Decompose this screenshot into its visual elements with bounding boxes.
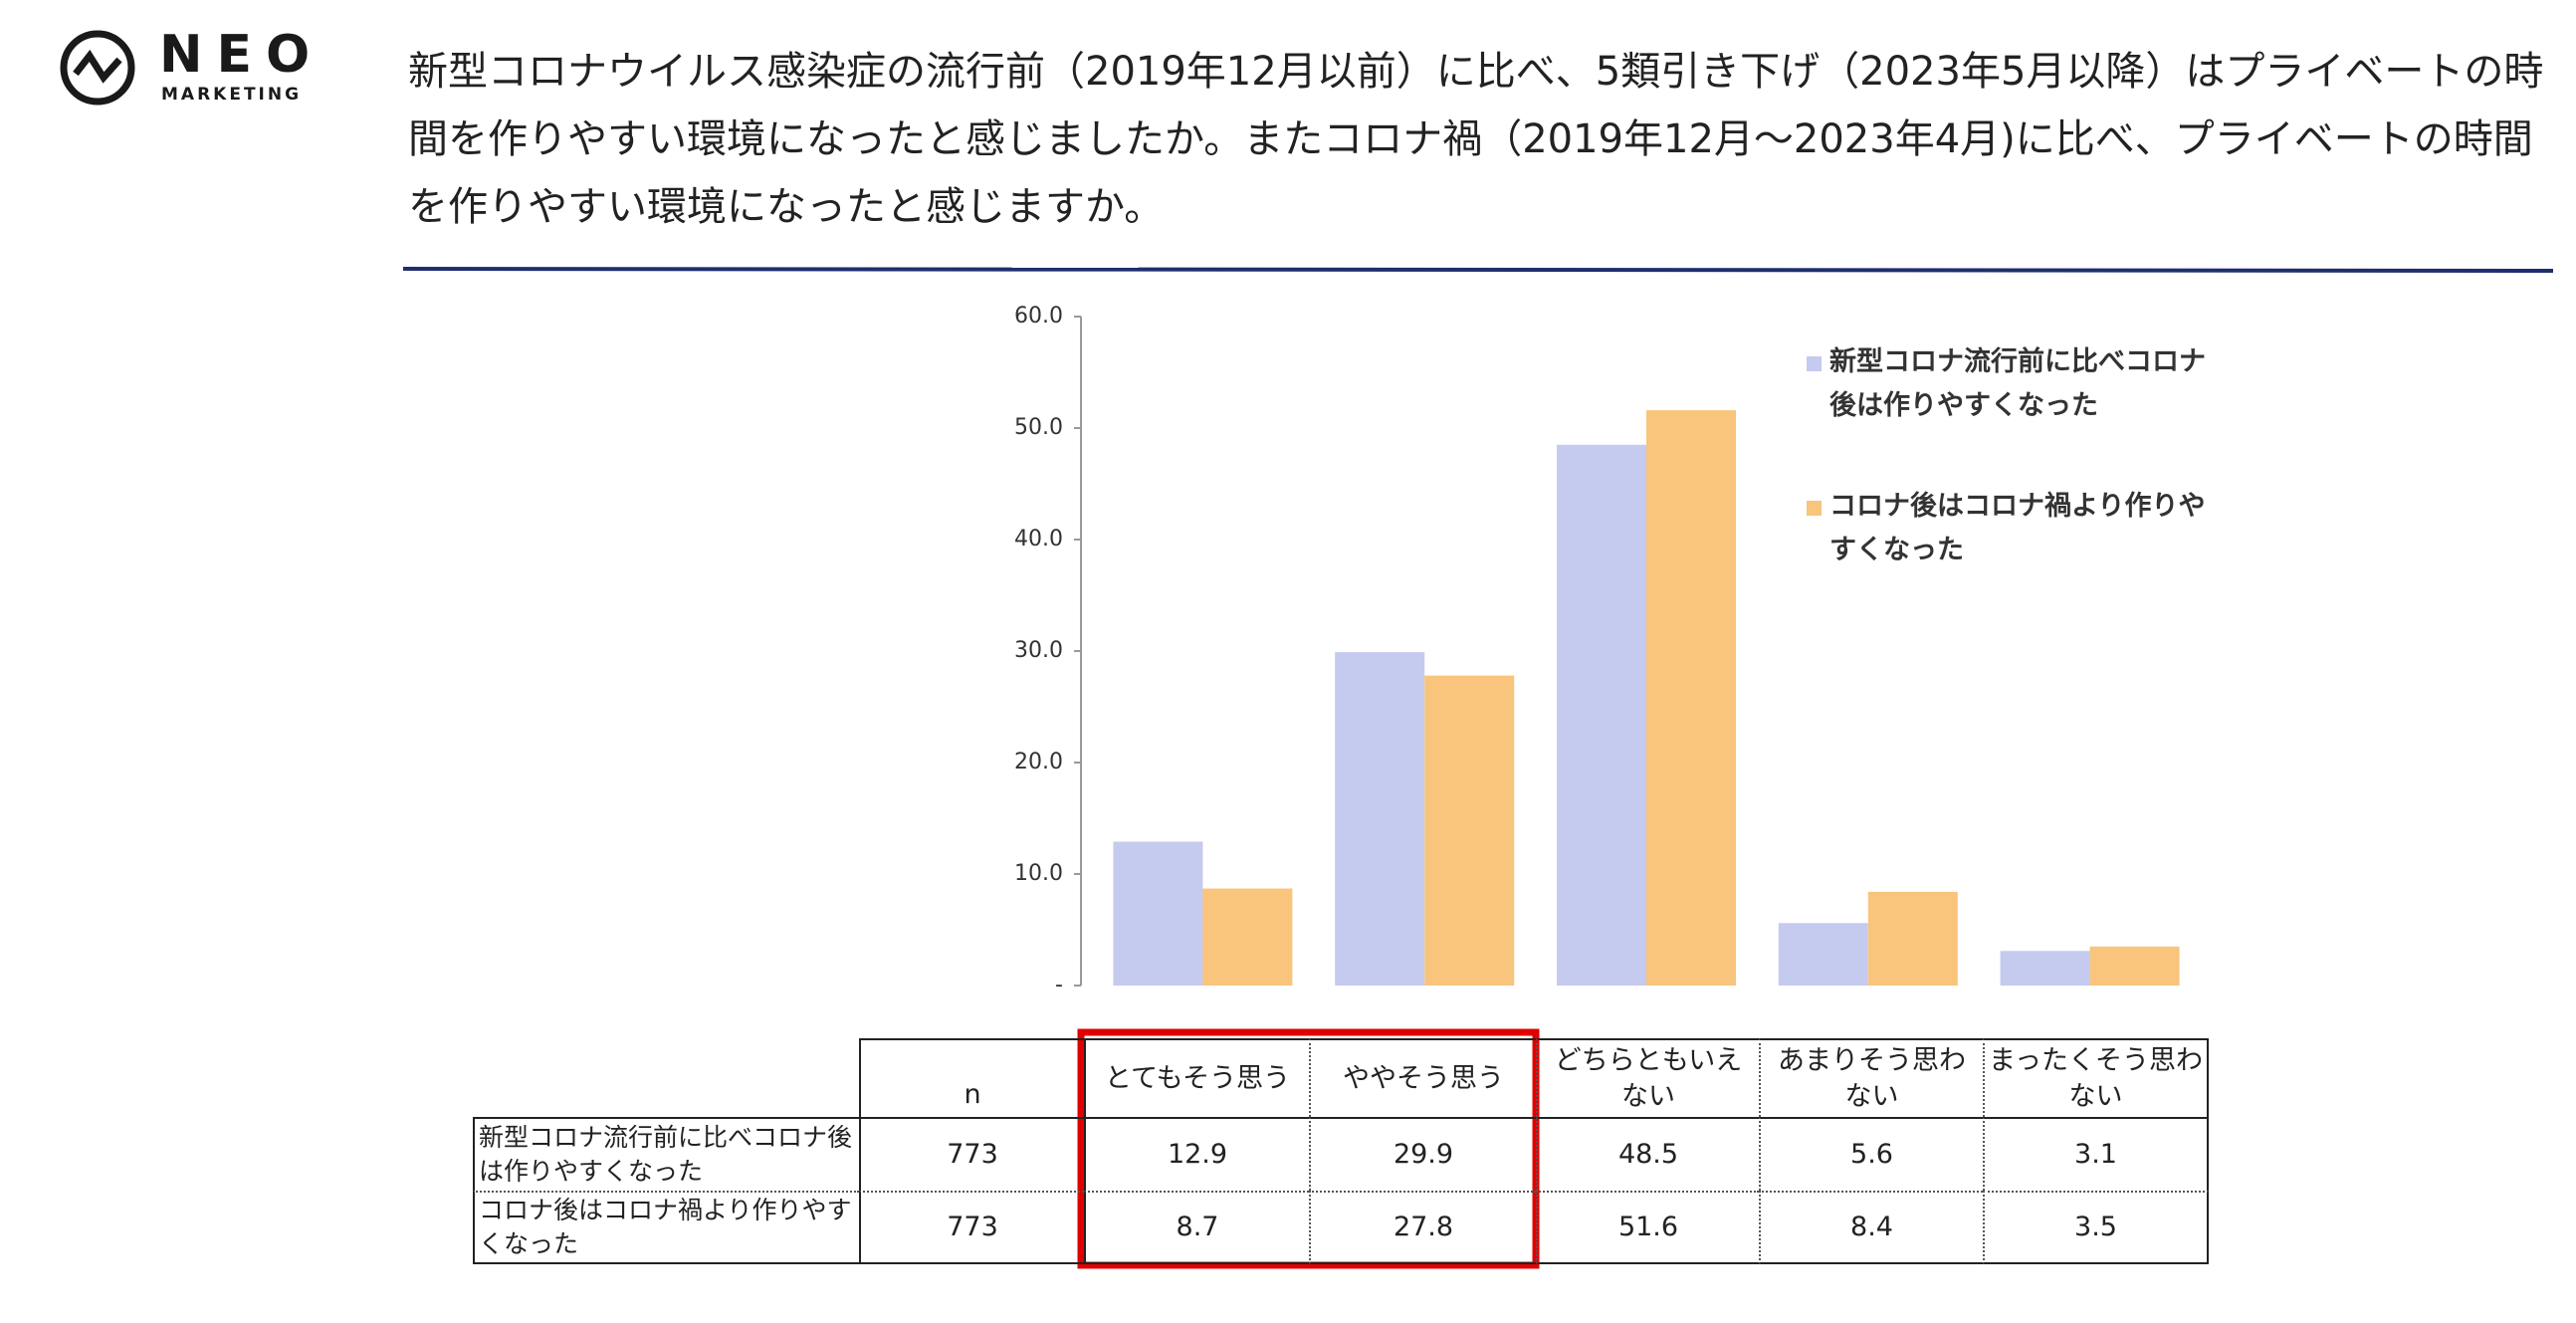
y-tick-label: 60.0: [1014, 304, 1063, 329]
table-value: 12.9: [1084, 1117, 1309, 1191]
y-tick-label: 30.0: [1014, 638, 1063, 663]
table-value: 3.5: [1983, 1191, 2209, 1264]
bar: [1113, 841, 1203, 986]
question: 新型コロナウイルス感染症の流行前（2019年12月以前）に比べ、5類引き下げ（2…: [408, 49, 2544, 230]
n-value: 773: [859, 1191, 1084, 1264]
bar: [1778, 923, 1868, 986]
logo-tagline: MARKETING: [161, 85, 302, 105]
header-category: どちらともいえない: [1536, 1038, 1759, 1117]
y-tick-label: 20.0: [1014, 750, 1063, 774]
header-category: ややそう思う: [1309, 1038, 1536, 1117]
logo-icon: [60, 30, 135, 106]
table-value: 48.5: [1536, 1117, 1759, 1191]
divider: [402, 267, 2554, 273]
header-category: まったくそう思わない: [1983, 1038, 2209, 1117]
bar: [1646, 410, 1736, 987]
bar: [1557, 444, 1646, 986]
n-value: 773: [859, 1117, 1084, 1191]
table-value: 8.7: [1084, 1191, 1309, 1264]
legend-label: 新型コロナ流行前に比べコロナ後は作りやすくなった: [1829, 346, 2206, 421]
bar: [2089, 946, 2180, 986]
y-tick-label: -: [1055, 973, 1063, 997]
header-n: n: [859, 1038, 1084, 1117]
bar: [1867, 891, 1958, 986]
row-label: 新型コロナ流行前に比べコロナ後は作りやすくなった: [473, 1117, 859, 1191]
logo-icon-line: [73, 49, 122, 84]
table-value: 29.9: [1309, 1117, 1536, 1191]
legend-label: コロナ後はコロナ禍より作りやすくなった: [1829, 491, 2206, 565]
table-value: 27.8: [1309, 1191, 1536, 1264]
header-category: とてもそう思う: [1084, 1038, 1309, 1117]
bar: [1335, 652, 1425, 986]
legend-swatch: [1807, 501, 1822, 516]
bar: [1202, 888, 1293, 986]
legend-swatch: [1807, 356, 1822, 371]
table-value: 8.4: [1759, 1191, 1983, 1264]
y-tick-label: 40.0: [1014, 527, 1063, 551]
header-category: あまりそう思わない: [1759, 1038, 1983, 1117]
logo-name: NEO: [159, 25, 323, 85]
y-tick-label: 50.0: [1014, 415, 1063, 440]
bar: [1424, 675, 1515, 986]
y-tick-label: 10.0: [1014, 861, 1063, 886]
table-value: 5.6: [1759, 1117, 1983, 1191]
row-label: コロナ後はコロナ禍より作りやすくなった: [473, 1191, 859, 1264]
bar: [2000, 951, 2090, 986]
table-value: 3.1: [1983, 1117, 2209, 1191]
table-value: 51.6: [1536, 1191, 1759, 1264]
